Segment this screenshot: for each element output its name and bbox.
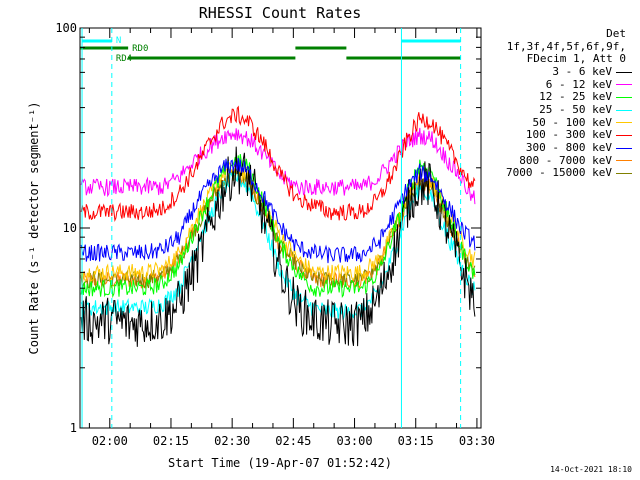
legend-item: 800 - 7000 keV [482, 153, 632, 168]
legend-item-label: 800 - 7000 keV [519, 153, 612, 167]
y-tick-label: 1 [70, 421, 77, 435]
legend-item-label: 6 - 12 keV [545, 77, 612, 91]
legend-item-swatch [616, 84, 632, 86]
legend-item-swatch [616, 147, 632, 149]
legend-item-swatch [616, 173, 632, 175]
series-line-1 [80, 127, 476, 205]
x-axis-label: Start Time (19-Apr-07 01:52:42) [168, 456, 392, 470]
series-line-6 [80, 157, 476, 264]
legend-item-label: 300 - 800 keV [525, 140, 612, 154]
legend-item-label: 7000 - 15000 keV [506, 166, 612, 180]
annotation-bar-label-RD4: RD4 [116, 54, 132, 64]
series-layer [80, 105, 476, 347]
annotation-bar-label-RD0: RD0 [132, 44, 148, 54]
legend-item-swatch [616, 97, 632, 98]
legend-item: 50 - 100 keV [482, 115, 632, 130]
legend-item: 25 - 50 keV [482, 102, 632, 117]
legend-item: 100 - 300 keV [482, 129, 632, 142]
x-tick-label: 03:00 [336, 434, 372, 448]
legend: Det 1f,3f,4f,5f,6f,9f, FDecim 1, Att 0 3… [482, 27, 632, 180]
legend-item-swatch [616, 109, 632, 111]
legend-item: 300 - 800 keV [482, 140, 632, 155]
x-tick-label: 02:00 [92, 434, 128, 448]
x-tick-label: 03:15 [398, 434, 434, 448]
x-tick-label: 02:15 [153, 434, 189, 448]
y-tick-label: 10 [63, 221, 77, 235]
legend-item-swatch [616, 71, 632, 73]
footer-timestamp: 14-Oct-2021 18:10 [550, 465, 632, 474]
legend-item-swatch [616, 135, 632, 137]
x-tick-label: 03:30 [459, 434, 495, 448]
series-line-5 [80, 105, 476, 223]
legend-item: 6 - 12 keV [482, 78, 632, 91]
y-axis-ticks: 1 10 100 [55, 21, 481, 435]
legend-item-swatch [616, 160, 632, 162]
x-axis-ticks: 02:00 02:15 02:30 02:45 03:00 03:15 03:30 [88, 28, 495, 448]
legend-item: 7000 - 15000 keV [482, 167, 632, 180]
legend-item-swatch [616, 122, 632, 124]
annotation-bar-label-N: N [116, 36, 121, 46]
legend-item: 12 - 25 keV [482, 91, 632, 104]
x-tick-label: 02:30 [214, 434, 250, 448]
legend-item-label: 12 - 25 keV [539, 90, 612, 104]
x-tick-label: 02:45 [275, 434, 311, 448]
legend-item-label: 25 - 50 keV [539, 102, 612, 116]
y-axis-label: Count Rate (s⁻¹ detector segment⁻¹) [27, 102, 41, 355]
legend-item-label: 3 - 6 keV [552, 64, 612, 78]
chart-title: RHESSI Count Rates [199, 4, 362, 22]
legend-header-line-2: FDecim 1, Att 0 [526, 52, 626, 66]
legend-item-label: 50 - 100 keV [532, 115, 612, 129]
legend-item-label: 100 - 300 keV [525, 128, 612, 142]
legend-item: 3 - 6 keV [482, 64, 632, 79]
series-line-0 [80, 146, 476, 347]
y-tick-label: 100 [55, 21, 77, 35]
legend-header-line-1: Det 1f,3f,4f,5f,6f,9f, [506, 27, 626, 53]
